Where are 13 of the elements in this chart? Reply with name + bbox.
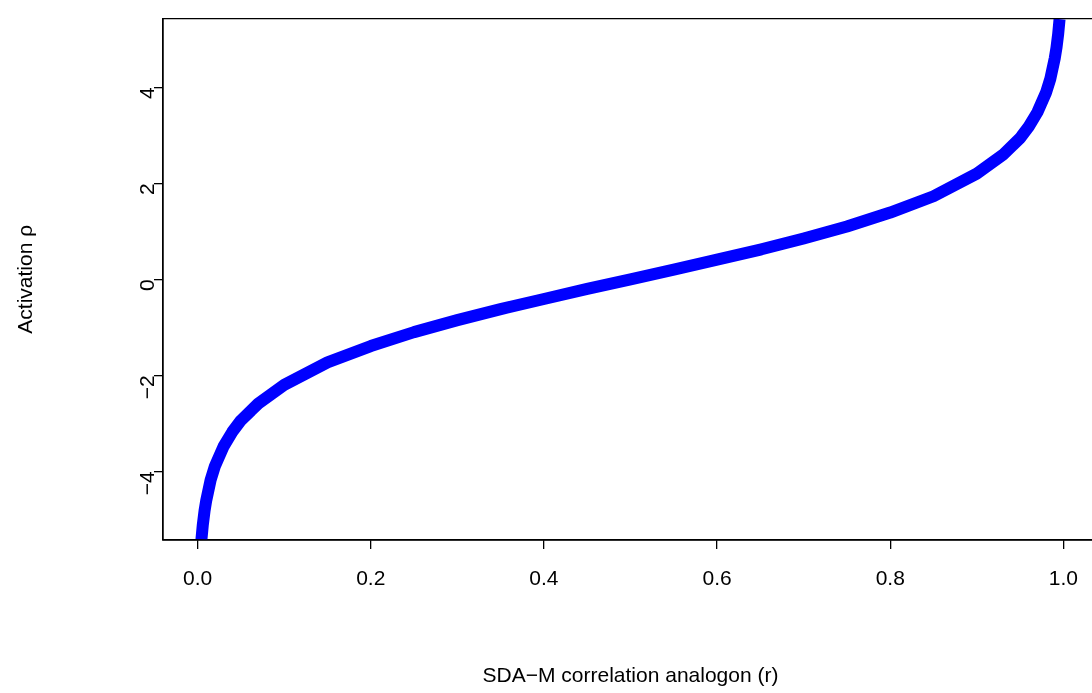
x-tick-label: 0.0 <box>183 566 213 590</box>
y-axis-title: Activation ρ <box>13 224 37 334</box>
y-tick-label: 2 <box>134 183 158 195</box>
x-tick-label: 0.6 <box>702 566 732 590</box>
x-tick-label: 0.8 <box>875 566 905 590</box>
x-axis-title: SDA−M correlation analogon (r) <box>482 663 779 687</box>
y-tick-label: 0 <box>134 279 158 291</box>
x-tick-label: 0.2 <box>356 566 386 590</box>
y-tick-label: 4 <box>134 86 158 99</box>
x-tick-label: 0.4 <box>529 566 559 590</box>
x-tick-label: 1.0 <box>1048 566 1078 590</box>
y-tick-label: −4 <box>134 471 158 496</box>
y-tick-label: −2 <box>134 375 158 400</box>
